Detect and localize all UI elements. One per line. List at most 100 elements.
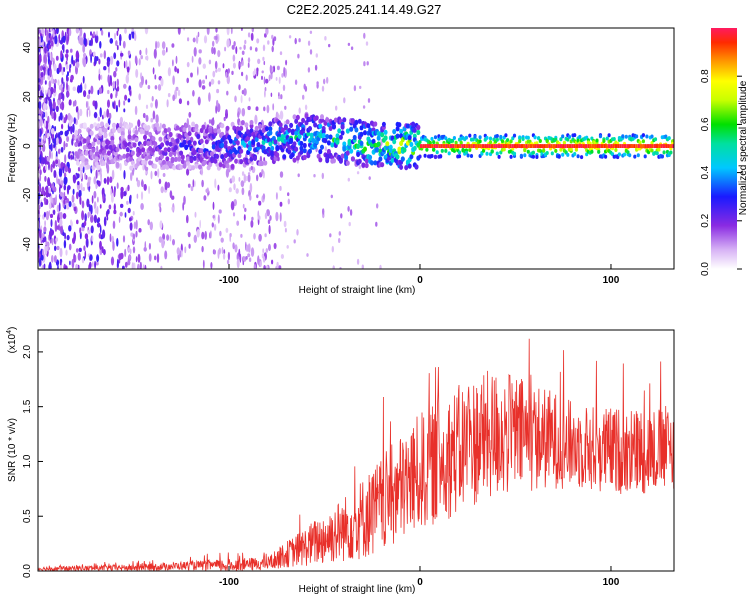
spectrogram-cell xyxy=(395,126,400,132)
spectrogram-cell xyxy=(119,34,122,43)
spectrogram-cell xyxy=(650,141,654,145)
spectrogram-cell xyxy=(605,144,608,148)
spectrogram-cell xyxy=(160,142,165,148)
spectrogram-cell xyxy=(199,138,204,144)
spectrogram-cell xyxy=(194,211,197,218)
spectrogram-cell xyxy=(350,156,355,162)
spectrogram-cell xyxy=(98,68,101,76)
spectrogram-cell xyxy=(124,142,128,148)
spectrogram-cell xyxy=(149,221,153,231)
spectrogram-cell xyxy=(240,120,245,126)
spectrogram-cell xyxy=(188,111,192,118)
spectrogram-cell xyxy=(605,136,609,141)
spectrogram-cell xyxy=(215,153,220,159)
spectrogram-cell xyxy=(69,260,71,266)
colorbar-tick-label: 0.8 xyxy=(700,69,711,83)
spectrogram-cell xyxy=(59,186,61,194)
spectrogram-cell xyxy=(478,135,482,140)
spectrogram-cell xyxy=(67,112,71,121)
spectrogram-cell xyxy=(72,123,75,133)
spectrogram-cell xyxy=(262,44,266,52)
spectrogram-cell xyxy=(323,78,326,85)
spectrogram-cell xyxy=(282,154,287,160)
spectrogram-cell xyxy=(55,237,59,242)
spectrogram-cell xyxy=(633,154,637,159)
spectrogram-cell xyxy=(44,54,47,65)
spectrogram-cell xyxy=(279,51,283,56)
spectrogram-cell xyxy=(227,251,230,261)
spectrogram-cell xyxy=(41,186,45,196)
spectrogram-cell xyxy=(84,83,87,90)
spectrogram-cell xyxy=(356,143,361,149)
spectrogram-cell xyxy=(180,249,183,258)
spectrogram-cell xyxy=(552,144,556,148)
spectrogram-cell xyxy=(347,206,350,212)
spectrogram-cell xyxy=(185,135,190,141)
spectrogram-cell xyxy=(194,180,196,188)
spectrogram-cell xyxy=(236,258,240,269)
spectrogram-cell xyxy=(465,144,468,148)
spectrogram-ytick-label: 0 xyxy=(22,143,33,149)
spectrogram-cell xyxy=(132,210,135,216)
spectrogram-cell xyxy=(268,243,271,252)
spectrogram-cell xyxy=(202,79,205,85)
spectrogram-cell xyxy=(435,150,439,155)
spectrogram-cell xyxy=(247,253,251,258)
spectrogram-cell xyxy=(40,71,44,78)
spectrogram-cell xyxy=(236,220,240,226)
spectrogram-cell xyxy=(375,147,379,153)
spectrogram-cell xyxy=(614,144,617,148)
spectrogram-cell xyxy=(105,144,110,150)
spectrogram-cell xyxy=(338,134,343,140)
spectrogram-cell xyxy=(94,260,97,269)
spectrogram-cell xyxy=(166,234,170,241)
spectrogram-cell xyxy=(287,149,292,155)
spectrogram-cell xyxy=(172,165,177,171)
spectrogram-cell xyxy=(358,164,361,170)
spectrogram-cell xyxy=(263,60,266,66)
spectrogram-cell xyxy=(57,79,60,86)
spectrogram-cell xyxy=(531,154,536,159)
spectrogram-cell xyxy=(423,153,427,158)
spectrogram-cell xyxy=(203,35,208,44)
spectrogram-cell xyxy=(361,162,366,168)
spectrogram-cell xyxy=(70,74,74,81)
spectrogram-cell xyxy=(50,128,55,135)
spectrogram-cell xyxy=(116,78,120,87)
spectrogram-cell xyxy=(107,89,110,95)
spectrogram-cell xyxy=(72,174,77,184)
spectrogram-cell xyxy=(297,53,300,59)
spectrogram-cell xyxy=(54,35,58,45)
spectrogram-cell xyxy=(116,182,119,189)
spectrogram-cell xyxy=(47,75,51,81)
spectrogram-cell xyxy=(656,144,659,148)
spectrogram-cell xyxy=(43,66,46,76)
spectrogram-cell xyxy=(250,247,255,257)
spectrogram-cell xyxy=(108,65,110,74)
spectrogram-cell xyxy=(253,155,257,161)
spectrogram-cell xyxy=(127,50,131,56)
spectrogram-cell xyxy=(252,70,256,76)
spectrogram-cell xyxy=(626,144,629,148)
spectrogram-cell xyxy=(569,144,572,148)
spectrogram-cell xyxy=(215,35,218,41)
spectrogram-cell xyxy=(192,149,197,155)
spectrogram-cell xyxy=(251,216,254,221)
spectrogram-cell xyxy=(491,144,494,148)
spectrogram-cell xyxy=(110,256,115,266)
spectrogram-cell xyxy=(115,162,120,168)
spectrogram-cell xyxy=(430,154,434,158)
spectrogram-cell xyxy=(650,134,654,139)
spectrogram-cell xyxy=(368,154,373,160)
spectrogram-cell xyxy=(665,144,668,148)
spectrogram-cell xyxy=(294,130,299,136)
spectrogram-cell xyxy=(566,137,570,142)
spectrogram-cell xyxy=(187,164,192,170)
spectrogram-cell xyxy=(111,169,115,180)
spectrogram-cell xyxy=(58,84,62,91)
spectrogram-cell xyxy=(172,239,175,246)
spectrogram-cell xyxy=(213,223,217,231)
spectrogram-cell xyxy=(262,193,266,200)
spectrogram-cell xyxy=(440,148,444,153)
spectrogram-cell xyxy=(617,152,622,157)
